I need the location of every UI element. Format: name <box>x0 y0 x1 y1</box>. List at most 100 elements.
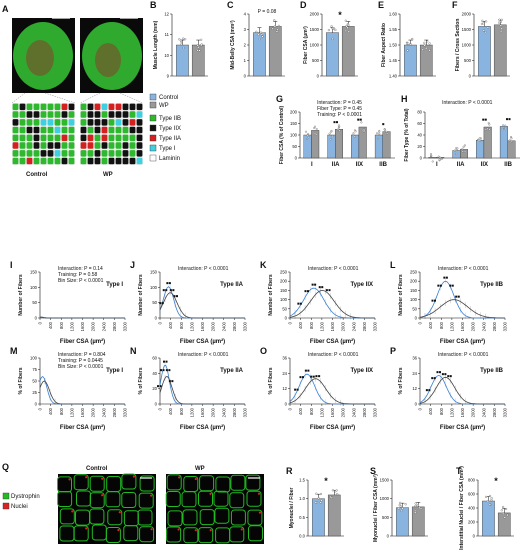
muscle-fiber <box>26 103 33 111</box>
muscle-fiber <box>54 150 61 157</box>
wp-muscle-shape <box>82 22 142 90</box>
x-tick-label: 1600 <box>200 321 205 331</box>
legend-swatch <box>149 154 157 162</box>
panel-letter-m: M <box>10 346 18 356</box>
muscle-fiber <box>40 103 47 111</box>
y-tick-label: 200 <box>280 279 288 284</box>
data-point <box>486 127 489 130</box>
muscle-fiber <box>115 119 122 126</box>
data-point <box>488 128 491 131</box>
muscle-fiber <box>19 103 26 111</box>
stats-text: Interaction: P = 0.14 <box>58 266 103 272</box>
muscle-fiber <box>12 142 19 149</box>
x-tick-label: 800 <box>439 407 444 415</box>
muscle-fiber <box>68 142 75 149</box>
y-tick-label: 200 <box>410 279 418 284</box>
muscle-fiber <box>12 119 19 126</box>
y-tick-label: 24 <box>412 371 417 376</box>
muscle-fiber <box>54 111 61 118</box>
y-axis-label: % of Fibers <box>138 367 144 394</box>
x-tick-label: 800 <box>59 407 64 415</box>
muscle-fiber <box>80 157 87 165</box>
muscle-fiber <box>33 150 40 157</box>
y-tick-label: 60 <box>417 121 422 126</box>
x-tick-label: 2000 <box>471 321 476 331</box>
muscle-fiber <box>122 134 129 142</box>
data-point <box>344 19 347 22</box>
muscle-fiber <box>61 119 68 126</box>
muscle-fiber <box>108 142 115 149</box>
data-point <box>486 500 489 503</box>
data-point <box>414 502 417 505</box>
fiber-type-legend: Type IIB Type IIX Type IIA Type I Laminin <box>149 114 181 162</box>
x-category-label: IIX <box>356 162 363 168</box>
panel-k: K Interaction: P < 0.0001 Type IIX 0 50 100 15… <box>260 260 378 345</box>
muscle-fiber <box>115 134 122 142</box>
y-tick-label: 250 <box>280 270 288 275</box>
x-tick-label: 3200 <box>123 321 128 331</box>
muscle-fiber <box>129 157 136 165</box>
y-tick-label: 0 <box>415 402 418 407</box>
significance-marker: ■■ <box>170 288 176 293</box>
significance-annotation: * <box>324 476 328 486</box>
legend-label: Dystrophin <box>11 494 40 500</box>
significance-marker: ■■ <box>169 378 175 383</box>
muscle-fiber <box>54 103 61 111</box>
significance-marker: ■■ <box>442 372 448 377</box>
y-tick-label: 0 <box>420 156 423 161</box>
fiber-outline <box>89 492 105 509</box>
muscle-fiber <box>108 126 115 134</box>
fiber-outline <box>166 474 182 491</box>
panel-letter-a: A <box>2 4 9 14</box>
muscle-fiber <box>40 157 47 165</box>
y-tick-label: 0 <box>155 402 158 407</box>
muscle-fiber <box>136 134 143 142</box>
data-point <box>328 132 331 135</box>
muscle-fiber <box>12 103 19 111</box>
bar-control <box>374 134 383 159</box>
data-point <box>363 128 365 131</box>
muscle-fiber <box>40 126 47 134</box>
muscle-fiber <box>61 142 68 149</box>
muscle-fiber <box>94 119 101 126</box>
nucleus <box>71 510 74 513</box>
data-point <box>334 28 337 31</box>
muscle-fiber <box>40 119 47 126</box>
y-axis-label: Fibers / Cross Section <box>455 19 461 72</box>
panel-letter-p: P <box>390 346 396 356</box>
legend-swatch <box>149 114 157 122</box>
muscle-fiber <box>80 126 87 134</box>
significance-marker: ■■ <box>166 367 172 372</box>
muscle-fiber <box>122 111 129 118</box>
muscle-fiber <box>129 111 136 118</box>
muscle-fiber <box>33 126 40 134</box>
data-point <box>499 20 502 23</box>
data-point <box>197 46 200 49</box>
muscle-fiber <box>68 119 75 126</box>
muscle-fiber <box>33 111 40 118</box>
significance-marker: ■ <box>382 122 385 127</box>
data-point <box>421 48 424 51</box>
panel-letter-n: N <box>130 346 137 356</box>
stats-text: Training: P = 0.58 <box>58 272 98 278</box>
data-point <box>480 22 483 26</box>
muscle-fiber <box>101 157 108 165</box>
y-tick-label: 24 <box>282 371 287 376</box>
muscle-fiber <box>87 103 94 111</box>
muscle-fiber <box>108 157 115 165</box>
significance-marker: ■■ <box>437 283 443 288</box>
data-point <box>419 507 423 510</box>
muscle-fiber <box>101 142 108 149</box>
x-axis-label: Fiber CSA (µm²) <box>440 338 485 345</box>
data-point <box>456 147 459 150</box>
y-tick-label: 100 <box>30 285 38 290</box>
muscle-fiber <box>129 103 136 111</box>
data-point <box>399 505 402 508</box>
legend-label: Laminin <box>159 156 180 162</box>
fiber-outline <box>123 525 139 542</box>
x-tick-label: 2400 <box>221 321 226 331</box>
panel-p: P Interaction: P < 0.0001 Type IIB 0 12 24 36 0… <box>390 346 508 431</box>
data-point <box>331 135 334 138</box>
